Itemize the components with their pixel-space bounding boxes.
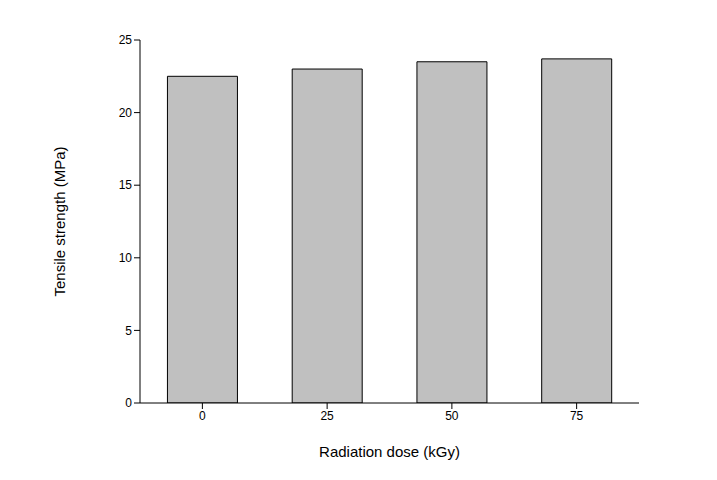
svg-text:0: 0: [125, 396, 132, 410]
svg-text:75: 75: [570, 409, 584, 423]
svg-text:25: 25: [119, 33, 133, 47]
svg-text:20: 20: [119, 106, 133, 120]
svg-text:Tensile strength (MPa): Tensile strength (MPa): [51, 146, 68, 296]
svg-text:15: 15: [119, 178, 133, 192]
svg-text:50: 50: [445, 409, 459, 423]
svg-text:25: 25: [320, 409, 334, 423]
svg-text:0: 0: [199, 409, 206, 423]
svg-text:5: 5: [125, 324, 132, 338]
svg-text:Radiation dose (kGy): Radiation dose (kGy): [319, 443, 460, 460]
svg-text:10: 10: [119, 251, 133, 265]
